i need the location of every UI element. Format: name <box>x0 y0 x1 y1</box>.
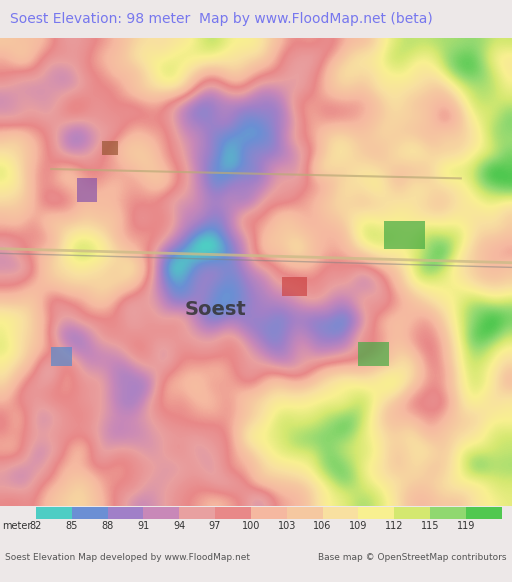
Bar <box>102 141 118 155</box>
Text: 112: 112 <box>385 521 403 531</box>
Text: 91: 91 <box>137 521 150 531</box>
Bar <box>358 507 394 519</box>
Text: 88: 88 <box>101 521 114 531</box>
Bar <box>394 507 430 519</box>
Text: Soest: Soest <box>184 300 246 319</box>
Bar <box>282 277 307 296</box>
Bar <box>143 507 179 519</box>
Text: 106: 106 <box>313 521 332 531</box>
Text: 94: 94 <box>173 521 185 531</box>
Bar <box>72 507 108 519</box>
Bar <box>430 507 466 519</box>
Bar <box>384 221 425 249</box>
Text: 103: 103 <box>278 521 296 531</box>
Text: Base map © OpenStreetMap contributors: Base map © OpenStreetMap contributors <box>318 553 507 562</box>
Bar <box>179 507 215 519</box>
Bar <box>108 507 143 519</box>
Bar <box>36 507 72 519</box>
Bar <box>466 507 502 519</box>
Bar <box>287 507 323 519</box>
Text: 82: 82 <box>30 521 42 531</box>
Bar <box>215 507 251 519</box>
Text: 109: 109 <box>349 521 368 531</box>
Text: 119: 119 <box>457 521 475 531</box>
Bar <box>77 178 97 202</box>
Text: Soest Elevation Map developed by www.FloodMap.net: Soest Elevation Map developed by www.Flo… <box>5 553 250 562</box>
Bar <box>51 347 72 365</box>
Text: Soest Elevation: 98 meter  Map by www.FloodMap.net (beta): Soest Elevation: 98 meter Map by www.Flo… <box>10 12 433 26</box>
Text: meter: meter <box>3 521 32 531</box>
Bar <box>251 507 287 519</box>
Text: 100: 100 <box>242 521 260 531</box>
Text: 115: 115 <box>421 521 439 531</box>
Text: 85: 85 <box>66 521 78 531</box>
Text: 97: 97 <box>209 521 221 531</box>
Bar <box>358 342 389 365</box>
Bar <box>323 507 358 519</box>
